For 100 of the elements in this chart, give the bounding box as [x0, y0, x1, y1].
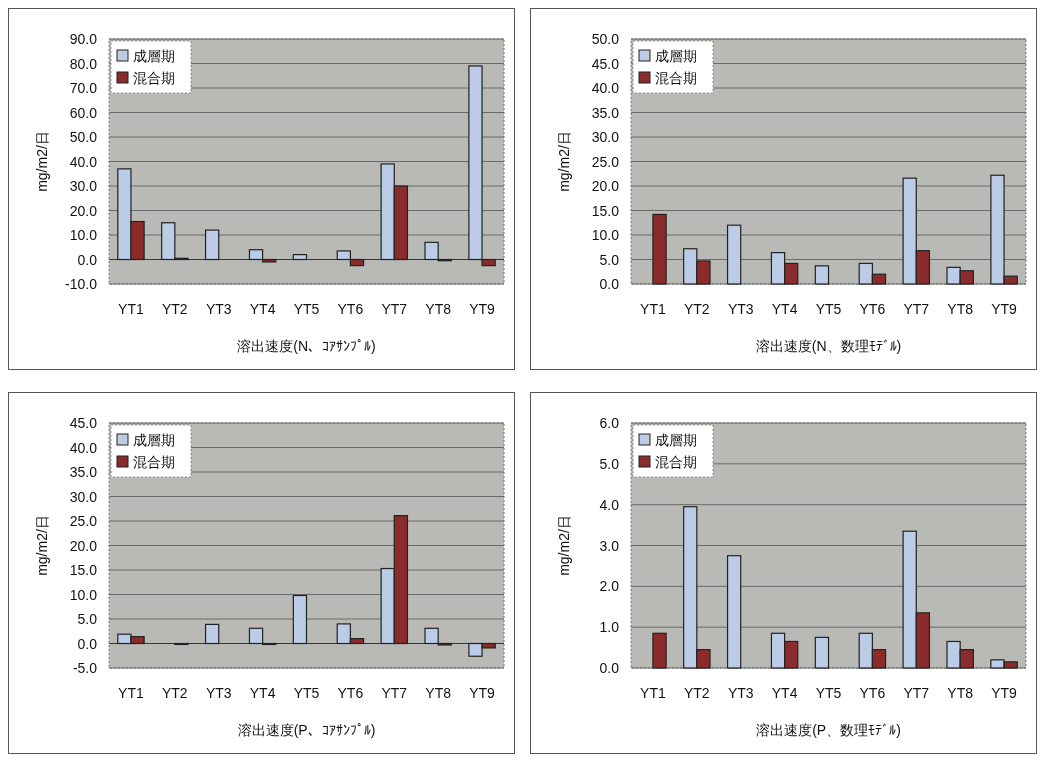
bar: [652, 213, 667, 285]
x-tick-label: YT6: [337, 301, 364, 317]
y-tick-label: 50.0: [69, 129, 98, 145]
y-tick-label: 5.0: [599, 251, 620, 268]
x-tick-label: YT3: [205, 301, 232, 317]
x-tick-label: YT8: [425, 301, 452, 317]
bar: [726, 224, 742, 285]
x-tick-label: YT7: [903, 685, 930, 701]
x-tick-label: YT3: [727, 301, 754, 317]
x-tick-label: YT4: [771, 301, 798, 317]
x-tick-label: YT5: [815, 685, 842, 701]
x-tick-label: YT9: [991, 301, 1018, 317]
x-tick-label: YT6: [859, 685, 886, 701]
y-tick-label: 70.0: [69, 80, 98, 96]
legend-label: 成層期: [655, 432, 697, 448]
y-tick-label: 90.0: [69, 31, 98, 47]
y-axis-title: mg/m2/日: [34, 131, 50, 192]
x-tick-label: YT8: [947, 301, 974, 317]
x-tick-label: YT9: [469, 685, 496, 701]
x-axis-title: 溶出速度(N、ｺｱｻﾝﾌﾟﾙ): [237, 338, 376, 354]
y-tick-label: -5.0: [72, 660, 98, 676]
y-tick-label: -10.0: [65, 276, 98, 292]
legend-label: 混合期: [133, 70, 175, 86]
x-axis-title: 溶出速度(N、数理ﾓﾃﾞﾙ): [755, 338, 902, 354]
bar: [814, 265, 830, 285]
x-tick-label: YT2: [161, 685, 188, 701]
y-tick-label: 6.0: [599, 415, 620, 431]
y-tick-label: 25.0: [69, 513, 98, 529]
x-tick-label: YT4: [771, 685, 798, 701]
y-tick-label: 30.0: [69, 488, 98, 505]
x-tick-label: YT8: [947, 685, 974, 701]
x-tick-label: YT9: [469, 301, 496, 317]
legend-label: 混合期: [655, 70, 697, 86]
y-axis-title: mg/m2/日: [556, 515, 572, 576]
x-tick-label: YT5: [293, 301, 320, 317]
x-tick-label: YT1: [640, 301, 666, 317]
x-tick-label: YT6: [859, 301, 886, 317]
x-tick-label: YT3: [727, 685, 754, 701]
x-tick-label: YT9: [991, 685, 1018, 701]
y-tick-label: 10.0: [591, 227, 620, 243]
x-tick-label: YT5: [815, 301, 842, 317]
bar: [204, 623, 220, 645]
y-tick-label: 0.0: [77, 635, 98, 652]
x-tick-label: YT4: [249, 301, 276, 317]
y-tick-label: 30.0: [591, 129, 620, 145]
y-tick-label: 15.0: [69, 562, 98, 578]
x-tick-label: YT1: [640, 685, 666, 701]
x-axis-title: 溶出速度(P、ｺｱｻﾝﾌﾟﾙ): [237, 722, 376, 738]
y-tick-label: 40.0: [69, 439, 98, 456]
y-tick-label: 25.0: [591, 153, 620, 170]
y-tick-label: 3.0: [599, 537, 620, 554]
bar: [292, 594, 308, 645]
bar: [652, 632, 667, 669]
y-tick-label: 40.0: [69, 153, 98, 170]
x-tick-label: YT7: [381, 685, 408, 701]
x-axis-title: 溶出速度(P、数理ﾓﾃﾞﾙ): [756, 722, 901, 738]
bar: [292, 254, 308, 261]
legend-label: 混合期: [133, 454, 175, 470]
y-tick-label: 2.0: [599, 578, 620, 595]
legend-label: 成層期: [133, 432, 175, 448]
legend-label: 成層期: [133, 48, 175, 64]
y-tick-label: 20.0: [591, 178, 620, 194]
x-tick-label: YT7: [381, 301, 408, 317]
bar: [814, 636, 830, 669]
y-tick-label: 45.0: [69, 415, 98, 431]
x-tick-label: YT1: [118, 301, 144, 317]
y-tick-label: 10.0: [69, 227, 98, 243]
y-tick-label: 15.0: [591, 202, 620, 219]
y-axis-title: mg/m2/日: [556, 131, 572, 192]
x-tick-label: YT7: [903, 301, 930, 317]
legend-label: 混合期: [655, 454, 697, 470]
x-tick-label: YT5: [293, 685, 320, 701]
x-tick-label: YT1: [118, 685, 144, 701]
y-tick-label: 40.0: [591, 80, 620, 96]
y-tick-label: 1.0: [599, 619, 620, 636]
y-tick-label: 5.0: [599, 455, 620, 472]
y-tick-label: 80.0: [69, 55, 98, 72]
x-tick-label: YT6: [337, 685, 364, 701]
y-tick-label: 0.0: [599, 660, 620, 676]
y-axis-title: mg/m2/日: [34, 515, 50, 576]
legend-label: 成層期: [655, 48, 697, 64]
x-tick-label: YT2: [161, 301, 188, 317]
y-tick-label: 5.0: [77, 611, 98, 627]
y-tick-label: 0.0: [599, 276, 620, 292]
y-tick-label: 35.0: [591, 104, 620, 121]
y-tick-label: 10.0: [69, 586, 98, 603]
x-tick-label: YT2: [683, 301, 710, 317]
y-tick-label: 20.0: [69, 202, 98, 219]
y-tick-label: 20.0: [69, 537, 98, 554]
y-tick-label: 4.0: [599, 496, 620, 513]
y-tick-label: 60.0: [69, 104, 98, 121]
y-tick-label: 45.0: [591, 55, 620, 72]
bar: [204, 229, 220, 261]
x-tick-label: YT3: [205, 685, 232, 701]
x-tick-label: YT2: [683, 685, 710, 701]
x-tick-label: YT4: [249, 685, 276, 701]
y-tick-label: 0.0: [77, 251, 98, 268]
x-tick-label: YT8: [425, 685, 452, 701]
y-tick-label: 50.0: [591, 31, 620, 47]
y-tick-label: 35.0: [69, 464, 98, 480]
